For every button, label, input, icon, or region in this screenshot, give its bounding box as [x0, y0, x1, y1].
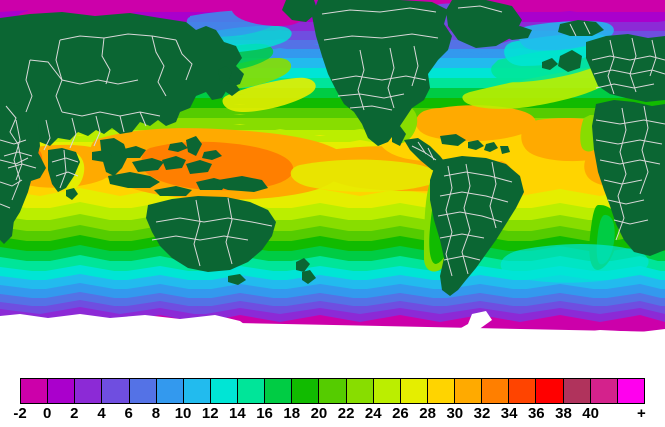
colorbar-tick-16: 16: [256, 405, 273, 422]
colorbar-tick-labels: -2 0 2 4 6 8 10 12 14 16 18 20 22 24 26 28 30 32 34 36 38 40 +: [0, 405, 665, 427]
land-indonesia: [92, 142, 228, 196]
colorbar-cell-13[interactable]: [373, 379, 401, 403]
colorbar-cell-15[interactable]: [427, 379, 455, 403]
colorbar-tick-12: 12: [201, 405, 219, 422]
colorbar-cell-16[interactable]: [455, 379, 483, 403]
colorbar-cell-11[interactable]: [319, 379, 347, 403]
colorbar-tick-30: 30: [446, 405, 464, 422]
colorbar-tick-18: 18: [283, 405, 301, 422]
colorbar-cell-19[interactable]: [536, 379, 564, 403]
land-caribbean: [440, 134, 510, 154]
colorbar-cell-2[interactable]: [75, 379, 103, 403]
land-south-america: [430, 156, 524, 296]
colorbar-tick-8: 8: [151, 405, 161, 422]
colorbar-tick-24: 24: [364, 405, 382, 422]
colorbar-cell-18[interactable]: [509, 379, 537, 403]
colorbar-cell-12[interactable]: [346, 379, 374, 403]
country-borders: [0, 5, 665, 277]
colorbar-tick-plus: +: [637, 405, 646, 422]
colorbar-tick-40: 40: [582, 405, 599, 422]
land-australia: [146, 196, 276, 272]
colorbar-cell-22[interactable]: [617, 379, 644, 403]
land-scandinavia: [558, 20, 604, 36]
colorbar-cell-7[interactable]: [210, 379, 238, 403]
colorbar-tick-2: 2: [70, 405, 79, 422]
land-southeast-asia: [100, 138, 128, 176]
land-ireland: [542, 58, 558, 70]
land-philippines: [186, 136, 202, 156]
land-india: [48, 148, 80, 192]
colorbar-tick-14: 14: [229, 405, 246, 422]
colorbar-cell-3[interactable]: [102, 379, 130, 403]
land-alaska: [282, 0, 318, 22]
land-new-zealand: [296, 258, 316, 284]
colorbar-tick-26: 26: [392, 405, 409, 422]
colorbar-tick-22: 22: [337, 405, 355, 422]
colorbar-tick-36: 36: [527, 405, 545, 422]
colorbar-cell-1[interactable]: [48, 379, 76, 403]
land-japan: [218, 66, 240, 96]
colorbar-tick-20: 20: [310, 405, 328, 422]
colorbar-tick-34: 34: [500, 405, 518, 422]
world-sst-map: [0, 0, 665, 345]
colorbar-cell-6[interactable]: [183, 379, 211, 403]
colorbar-tick-0: 0: [43, 405, 52, 422]
colorbar-tick-6: 6: [124, 405, 133, 422]
colorbar-cell-10[interactable]: [292, 379, 320, 403]
colorbar-cell-4[interactable]: [129, 379, 157, 403]
colorbar-cell-5[interactable]: [156, 379, 184, 403]
land-eurasia: [0, 12, 244, 152]
land-europe: [586, 34, 665, 102]
colorbar-cell-20[interactable]: [563, 379, 591, 403]
land-baja: [392, 126, 406, 146]
land-greenland: [446, 0, 522, 48]
land-png: [216, 176, 268, 192]
colorbar-tick-28: 28: [419, 405, 436, 422]
land-uk: [558, 50, 582, 72]
map-panel: [0, 0, 665, 345]
sst-colorbar[interactable]: [20, 378, 645, 404]
colorbar-cell-0[interactable]: [21, 379, 49, 403]
landmasses: [0, 0, 665, 296]
land-tasmania: [228, 274, 246, 285]
colorbar-tick-neg2: -2: [13, 405, 27, 422]
colorbar-cell-14[interactable]: [400, 379, 428, 403]
colorbar-cell-8[interactable]: [238, 379, 266, 403]
colorbar-panel: -2 0 2 4 6 8 10 12 14 16 18 20 22 24 26 28 30 32 34 36 38 40 +: [0, 345, 665, 427]
colorbar-tick-32: 32: [473, 405, 491, 422]
colorbar-cell-17[interactable]: [482, 379, 510, 403]
colorbar-cell-21[interactable]: [590, 379, 618, 403]
colorbar-tick-4: 4: [97, 405, 106, 422]
colorbar-tick-10: 10: [174, 405, 192, 422]
land-africa-west: [592, 100, 665, 256]
colorbar-tick-38: 38: [555, 405, 572, 422]
colorbar-cell-9[interactable]: [265, 379, 293, 403]
land-sri-lanka: [66, 188, 78, 200]
antarctica-ice: [0, 311, 665, 345]
